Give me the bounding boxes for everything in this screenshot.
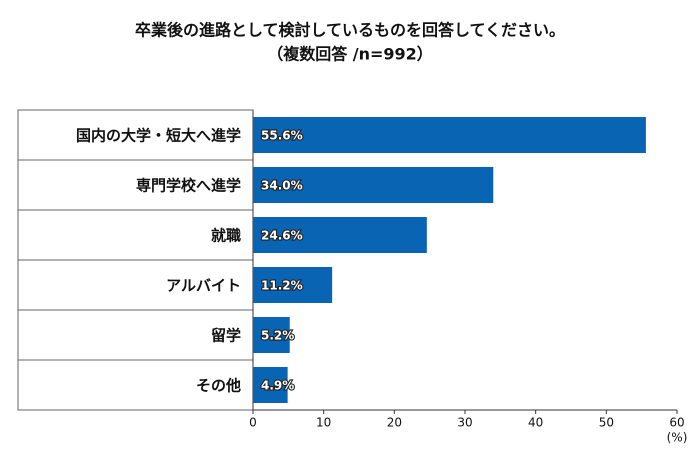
bar xyxy=(253,217,427,253)
x-tick-label: 60 xyxy=(669,416,684,430)
value-label: 5.2% xyxy=(261,329,294,343)
category-label: その他 xyxy=(196,377,241,395)
value-label: 34.0% xyxy=(261,179,303,193)
bar xyxy=(253,267,333,303)
x-tick-label: 40 xyxy=(528,416,543,430)
category-cell xyxy=(17,359,254,411)
value-label: 24.6% xyxy=(261,229,303,243)
bar xyxy=(253,167,494,203)
chart-title: 卒業後の進路として検討しているものを回答してください。 xyxy=(135,21,565,40)
value-label: 11.2% xyxy=(261,279,303,293)
x-tick-label: 50 xyxy=(599,416,614,430)
x-tick-label: 0 xyxy=(249,416,257,430)
category-cell xyxy=(17,309,254,361)
x-tick-label: 10 xyxy=(316,416,331,430)
x-axis-label: (%) xyxy=(667,431,688,445)
category-cell xyxy=(17,259,254,311)
category-cell xyxy=(17,109,254,161)
category-label: 国内の大学・短大へ進学 xyxy=(76,127,241,145)
bar xyxy=(253,317,290,353)
category-label: アルバイト xyxy=(166,277,241,295)
bar xyxy=(253,367,288,403)
chart-subtitle: （複数回答 /n=992） xyxy=(267,45,433,64)
x-tick-label: 20 xyxy=(387,416,402,430)
category-label: 留学 xyxy=(211,327,241,345)
value-label: 55.6% xyxy=(261,129,303,143)
value-label: 4.9% xyxy=(261,379,294,393)
category-label: 専門学校へ進学 xyxy=(136,177,241,195)
category-cell xyxy=(17,159,254,211)
category-label: 就職 xyxy=(211,227,241,245)
bar xyxy=(253,117,646,153)
x-tick-label: 30 xyxy=(457,416,472,430)
category-cell xyxy=(17,209,254,261)
